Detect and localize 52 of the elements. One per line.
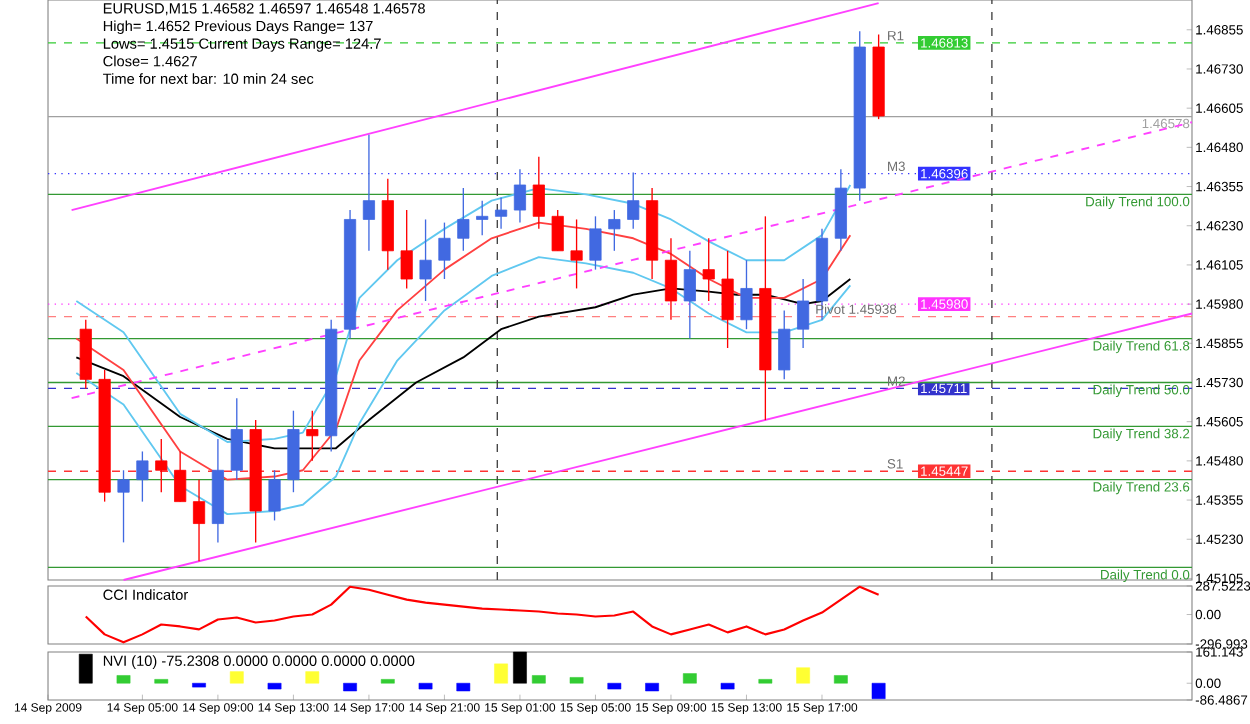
line-series xyxy=(75,184,852,443)
candlestick xyxy=(532,156,545,230)
candlestick xyxy=(589,215,602,271)
bar xyxy=(645,682,659,692)
candlestick xyxy=(740,259,753,330)
bar xyxy=(569,677,584,684)
bar xyxy=(494,663,508,684)
candlestick xyxy=(702,237,715,302)
bar xyxy=(796,667,810,684)
bar xyxy=(513,651,527,684)
bar xyxy=(116,675,131,684)
line-series xyxy=(84,585,880,644)
candlestick xyxy=(400,209,413,290)
line-series xyxy=(75,221,852,481)
bar xyxy=(871,682,886,700)
candlestick xyxy=(570,218,583,290)
candlestick xyxy=(513,168,527,224)
bar xyxy=(720,682,735,690)
candlestick xyxy=(155,438,168,493)
candlestick xyxy=(174,450,187,503)
bar xyxy=(682,673,697,684)
candlestick xyxy=(797,278,810,349)
bar xyxy=(229,671,244,684)
bar xyxy=(78,653,93,684)
bar xyxy=(833,675,848,684)
candlestick xyxy=(683,250,696,340)
candlestick xyxy=(362,134,375,252)
candlestick xyxy=(268,469,281,522)
candlestick xyxy=(778,309,791,381)
candlestick xyxy=(438,221,451,280)
candlestick xyxy=(721,250,734,349)
candlestick xyxy=(551,209,564,252)
candlestick xyxy=(457,187,470,252)
candlestick xyxy=(495,196,508,230)
bar xyxy=(607,682,622,690)
bar xyxy=(531,675,546,684)
candlestick xyxy=(627,171,640,230)
candlestick xyxy=(306,410,319,462)
bar xyxy=(267,682,282,690)
candlestick xyxy=(664,237,678,321)
bar xyxy=(343,682,357,692)
bar xyxy=(418,682,433,690)
candlestick xyxy=(192,479,206,562)
candlestick xyxy=(419,218,432,302)
bar xyxy=(305,671,320,684)
candlestick xyxy=(608,209,621,252)
candlestick xyxy=(117,469,130,544)
line-series xyxy=(75,256,852,516)
bar xyxy=(456,682,471,692)
candlestick xyxy=(476,199,489,236)
candlestick xyxy=(230,397,243,481)
candlestick xyxy=(136,450,149,503)
